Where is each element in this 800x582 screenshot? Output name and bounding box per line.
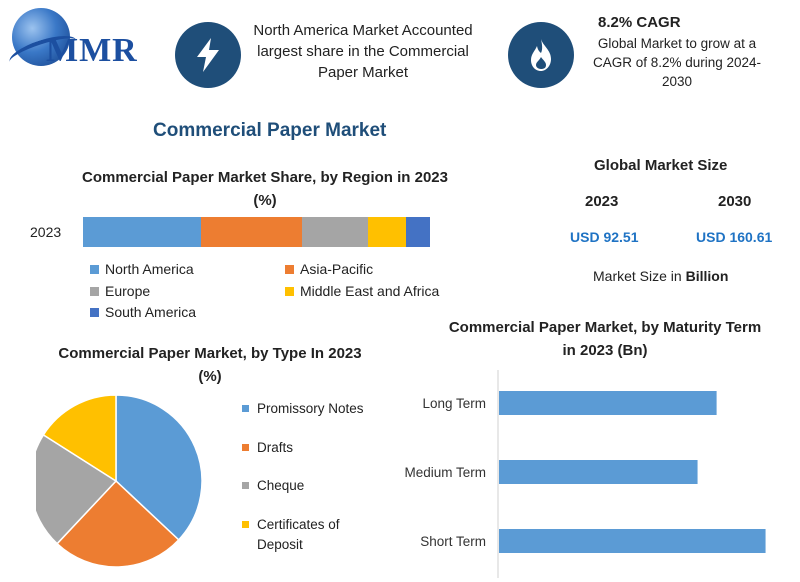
market-size-year-2023: 2023: [585, 193, 619, 210]
legend-swatch: [90, 286, 99, 296]
type-chart-title: Commercial Paper Market, by Type In 2023…: [58, 345, 362, 385]
region-bar-segment-asia-pacific: [200, 217, 302, 247]
maturity-category-label-medium-term: Medium Term: [404, 465, 486, 480]
market-size-value-2023: USD 92.51: [570, 229, 639, 245]
mmr-logo: MMR: [6, 6, 156, 76]
maturity-chart-title: Commercial Paper Market, by Maturity Ter…: [448, 319, 762, 359]
maturity-category-label-long-term: Long Term: [422, 396, 486, 411]
pie-legend-item-cheque: Cheque: [242, 476, 304, 496]
flame-icon: [531, 39, 551, 71]
region-legend-item-europe: Europe: [90, 283, 150, 299]
region-bar-segment-south-america: [405, 217, 430, 247]
legend-label: Certificates of Deposit: [257, 517, 340, 552]
legend-label: Middle East and Africa: [300, 283, 440, 299]
pie-legend-item-promissory-notes: Promissory Notes: [242, 399, 364, 419]
logo-wordmark: MMR: [46, 32, 138, 69]
legend-label: Asia-Pacific: [300, 261, 374, 277]
legend-label: South America: [105, 304, 197, 320]
type-pie-chart: [36, 394, 203, 568]
header-card2-title: 8.2% CAGR: [598, 14, 681, 31]
market-size-value-2030: USD 160.61: [696, 229, 773, 245]
region-stacked-bar: [83, 217, 430, 247]
header-card2-text: Global Market to grow at a CAGR of 8.2% …: [592, 36, 762, 89]
market-size-note: Market Size in Billion: [593, 268, 728, 284]
legend-swatch: [242, 444, 249, 451]
legend-swatch: [285, 286, 294, 296]
legend-swatch: [90, 307, 99, 317]
legend-label: Promissory Notes: [257, 401, 364, 416]
market-size-note-prefix: Market Size in: [593, 268, 686, 284]
market-size-title: Global Market Size: [594, 157, 728, 174]
legend-swatch: [242, 482, 249, 489]
pie-slice-cheque: [36, 433, 118, 545]
region-category-label: 2023: [30, 224, 62, 240]
maturity-bar-long-term: [499, 391, 717, 415]
legend-label: Europe: [105, 283, 151, 299]
market-size-year-2030: 2030: [718, 193, 752, 210]
pie-slice-certificates-of-deposit: [42, 394, 117, 483]
legend-swatch: [242, 521, 249, 528]
legend-swatch: [285, 264, 294, 274]
header-card1-text: North America Market Accounted largest s…: [253, 22, 473, 81]
legend-label: Cheque: [257, 478, 305, 493]
region-legend-item-middle-east-and-africa: Middle East and Africa: [285, 283, 439, 299]
region-legend-item-asia-pacific: Asia-Pacific: [285, 261, 373, 277]
pie-slice-promissory-notes: [115, 394, 203, 541]
region-legend-item-north-america: North America: [90, 261, 194, 277]
globe-icon: [12, 8, 70, 66]
flame-icon-badge: [508, 22, 574, 88]
lightning-icon-badge: [175, 22, 241, 88]
pie-legend-item-certificates-of-deposit: Certificates of Deposit: [242, 515, 357, 555]
lightning-icon: [197, 38, 219, 72]
maturity-category-label-short-term: Short Term: [420, 534, 486, 549]
pie-legend-item-drafts: Drafts: [242, 438, 293, 458]
maturity-bar-medium-term: [499, 460, 698, 484]
region-bar-segment-north-america: [83, 217, 201, 247]
region-chart-title: Commercial Paper Market Share, by Region…: [82, 169, 448, 209]
maturity-bar-chart: Long Term Medium Term Short Term: [404, 370, 766, 578]
market-size-note-unit: Billion: [685, 268, 729, 284]
region-legend-item-south-america: South America: [90, 304, 196, 320]
legend-label: Drafts: [257, 440, 294, 455]
maturity-bar-short-term: [499, 529, 766, 553]
legend-label: North America: [105, 261, 194, 277]
legend-swatch: [242, 405, 249, 412]
pie-slice-drafts: [56, 479, 180, 568]
legend-swatch: [90, 264, 99, 274]
region-bar-segment-europe: [301, 217, 368, 247]
main-title: Commercial Paper Market: [153, 120, 387, 141]
region-bar-segment-middle-east-and-africa: [367, 217, 406, 247]
